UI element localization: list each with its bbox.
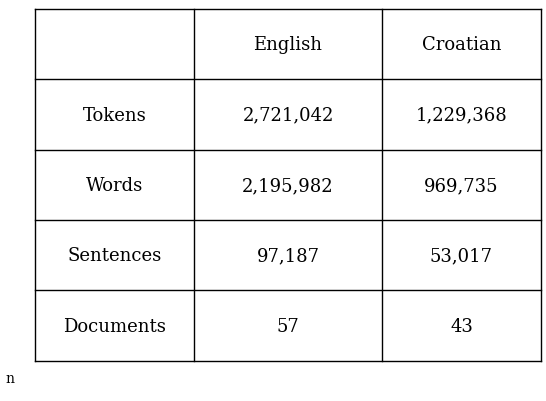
Text: 1,229,368: 1,229,368 (416, 106, 507, 124)
Text: n: n (5, 371, 14, 385)
Text: 97,187: 97,187 (257, 247, 319, 265)
Text: 57: 57 (277, 317, 299, 335)
Text: Sentences: Sentences (68, 247, 162, 265)
Text: Documents: Documents (63, 317, 166, 335)
Text: Tokens: Tokens (82, 106, 146, 124)
Text: 53,017: 53,017 (430, 247, 493, 265)
Text: Words: Words (86, 176, 143, 194)
Text: 43: 43 (450, 317, 473, 335)
Text: English: English (253, 36, 323, 54)
Text: 969,735: 969,735 (424, 176, 498, 194)
Text: 2,721,042: 2,721,042 (242, 106, 334, 124)
Text: 2,195,982: 2,195,982 (242, 176, 334, 194)
Text: Croatian: Croatian (422, 36, 501, 54)
